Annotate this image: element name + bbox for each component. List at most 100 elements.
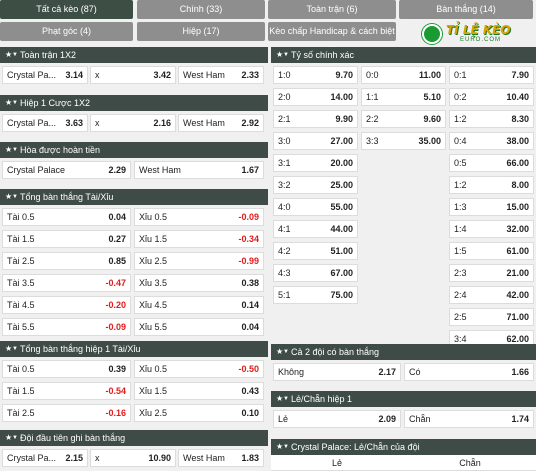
tab-handicap[interactable]: Kèo chấp Handicap & cách biệt (5) xyxy=(268,22,396,55)
odds-over[interactable]: Tài 0.5 0.04 xyxy=(2,208,131,226)
score-odds[interactable]: 3:1 20.00 xyxy=(273,154,358,172)
odds-draw[interactable]: x 3.42 xyxy=(90,66,176,84)
score-odds[interactable]: 0:1 7.90 xyxy=(449,66,534,84)
odds-draw[interactable]: x 2.16 xyxy=(90,114,176,132)
odds-away[interactable]: West Ham 2.33 xyxy=(178,66,264,84)
odds-home[interactable]: Crystal Pa... 2.15 xyxy=(2,449,88,467)
odds-home[interactable]: Crystal Pa... 3.63 xyxy=(2,114,88,132)
star-icon[interactable]: ★ xyxy=(5,433,13,442)
score-odds[interactable]: 0:5 66.00 xyxy=(449,154,534,172)
odds-under[interactable]: Xỉu 5.5 0.04 xyxy=(134,318,264,336)
score-odds[interactable]: 4:1 44.00 xyxy=(273,220,358,238)
odds-over[interactable]: Tài 5.5 -0.09 xyxy=(2,318,131,336)
tab-corners[interactable]: Phạt góc (4) xyxy=(0,22,133,41)
odds-under[interactable]: Xỉu 0.5 -0.50 xyxy=(134,360,264,378)
score-odds[interactable]: 2:3 21.00 xyxy=(449,264,534,282)
odds-over[interactable]: Tài 1.5 0.27 xyxy=(2,230,131,248)
odds-under[interactable]: Xỉu 0.5 -0.09 xyxy=(134,208,264,226)
odds-away[interactable]: West Ham 2.92 xyxy=(178,114,264,132)
section-header[interactable]: ★ ▼ Hòa được hoàn tiền xyxy=(0,142,268,158)
odds-under[interactable]: Xỉu 1.5 0.43 xyxy=(134,382,264,400)
score-odds[interactable]: 0:2 10.40 xyxy=(449,88,534,106)
score-odds[interactable]: 1:1 5.10 xyxy=(361,88,446,106)
star-icon[interactable]: ★ xyxy=(5,344,13,353)
section-header[interactable]: ★ ▼ Đội đầu tiên ghi bàn thắng xyxy=(0,430,268,446)
site-logo[interactable]: TỈ LỆ KÈO EURO.COM xyxy=(420,22,536,48)
score-odds[interactable]: 1:4 32.00 xyxy=(449,220,534,238)
odds-home[interactable]: Crystal Pa... 3.14 xyxy=(2,66,88,84)
triangle-down-icon: ▼ xyxy=(283,444,289,450)
score-odds[interactable]: 0:0 11.00 xyxy=(361,66,446,84)
score-odds[interactable]: 1:5 61.00 xyxy=(449,242,534,260)
odds-over[interactable]: Tài 4.5 -0.20 xyxy=(2,296,131,314)
star-icon[interactable]: ★ xyxy=(5,192,13,201)
score-odds[interactable]: 2:0 14.00 xyxy=(273,88,358,106)
star-icon[interactable]: ★ xyxy=(276,394,284,403)
odds-value: 14.00 xyxy=(330,92,353,102)
odds-yes[interactable]: Có 1.66 xyxy=(404,363,534,381)
score-odds[interactable]: 3:2 25.00 xyxy=(273,176,358,194)
odds-home[interactable]: Crystal Palace 2.29 xyxy=(2,161,131,179)
odds-value: 7.90 xyxy=(511,70,529,80)
odds-over[interactable]: Tài 1.5 -0.54 xyxy=(2,382,131,400)
star-icon[interactable]: ★ xyxy=(5,50,13,59)
score-odds[interactable]: 4:2 51.00 xyxy=(273,242,358,260)
odds-value: 21.00 xyxy=(506,268,529,278)
option-label: 3:1 xyxy=(278,158,291,168)
odds-even[interactable]: Chẵn 1.74 xyxy=(404,410,534,428)
section-header[interactable]: ★ ▼ Tổng bàn thắng Tài/Xỉu xyxy=(0,189,268,205)
odds-under[interactable]: Xỉu 4.5 0.14 xyxy=(134,296,264,314)
odds-away[interactable]: West Ham 1.83 xyxy=(178,449,264,467)
score-odds[interactable]: 1:3 15.00 xyxy=(449,198,534,216)
odds-under[interactable]: Xỉu 2.5 0.10 xyxy=(134,404,264,422)
odds-away[interactable]: West Ham 1.67 xyxy=(134,161,264,179)
score-odds[interactable]: 2:2 9.60 xyxy=(361,110,446,128)
option-label: 3:3 xyxy=(366,136,379,146)
score-odds[interactable]: 2:1 9.90 xyxy=(273,110,358,128)
section-header[interactable]: ★ ▼ Lẻ/Chẵn hiệp 1 xyxy=(271,391,536,407)
score-odds[interactable]: 4:0 55.00 xyxy=(273,198,358,216)
star-icon[interactable]: ★ xyxy=(5,145,13,154)
score-odds[interactable]: 3:0 27.00 xyxy=(273,132,358,150)
odds-over[interactable]: Tài 0.5 0.39 xyxy=(2,360,131,378)
odds-under[interactable]: Xỉu 3.5 0.38 xyxy=(134,274,264,292)
score-odds[interactable]: 3:3 35.00 xyxy=(361,132,446,150)
tab-main[interactable]: Chính (33) xyxy=(137,0,265,19)
odds-value: 0.14 xyxy=(241,300,259,310)
odds-value: 10.90 xyxy=(148,453,171,463)
odds-under[interactable]: Xỉu 1.5 -0.34 xyxy=(134,230,264,248)
odds-over[interactable]: Tài 2.5 -0.16 xyxy=(2,404,131,422)
odds-over[interactable]: Tài 2.5 0.85 xyxy=(2,252,131,270)
score-odds[interactable]: 1:0 9.70 xyxy=(273,66,358,84)
tab-halves[interactable]: Hiệp (17) xyxy=(137,22,265,41)
section-header[interactable]: ★ ▼ Tổng bàn thắng hiệp 1 Tài/Xỉu xyxy=(0,341,268,357)
score-odds[interactable]: 5:1 75.00 xyxy=(273,286,358,304)
score-row: 3:2 25.00 1:2 8.00 xyxy=(271,173,536,195)
tab-full-time[interactable]: Toàn trận (6) xyxy=(268,0,396,19)
score-odds[interactable]: 1:2 8.30 xyxy=(449,110,534,128)
section-header[interactable]: ★ ▼ Cả 2 đội có bàn thắng xyxy=(271,344,536,360)
section-header[interactable]: ★ ▼ Tỷ số chính xác xyxy=(271,47,536,63)
score-odds[interactable]: 2:4 42.00 xyxy=(449,286,534,304)
star-icon[interactable]: ★ xyxy=(276,50,284,59)
score-odds[interactable]: 0:4 38.00 xyxy=(449,132,534,150)
odds-no[interactable]: Không 2.17 xyxy=(273,363,401,381)
odds-over[interactable]: Tài 3.5 -0.47 xyxy=(2,274,131,292)
section-header[interactable]: ★ ▼ Hiệp 1 Cược 1X2 xyxy=(0,95,268,111)
odds-under[interactable]: Xỉu 2.5 -0.99 xyxy=(134,252,264,270)
section-header[interactable]: ★ ▼ Crystal Palace: Lẻ/Chẵn của đội xyxy=(271,439,536,455)
section-header[interactable]: ★ ▼ Toàn trận 1X2 xyxy=(0,47,268,63)
score-odds[interactable]: 1:2 8.00 xyxy=(449,176,534,194)
option-label: 2:4 xyxy=(454,290,467,300)
tab-all[interactable]: Tất cả kèo (87) xyxy=(0,0,133,19)
score-odds[interactable]: 2:5 71.00 xyxy=(449,308,534,326)
star-icon[interactable]: ★ xyxy=(276,442,284,451)
star-icon[interactable]: ★ xyxy=(276,347,284,356)
star-icon[interactable]: ★ xyxy=(5,98,13,107)
logo-subtext: EURO.COM xyxy=(460,37,501,43)
market-tabs: Tất cả kèo (87) Chính (33) Toàn trận (6)… xyxy=(0,0,536,55)
odds-odd[interactable]: Lẻ 2.09 xyxy=(273,410,401,428)
score-odds[interactable]: 4:3 67.00 xyxy=(273,264,358,282)
tab-goals[interactable]: Bàn thắng (14) xyxy=(399,0,533,19)
odds-draw[interactable]: x 10.90 xyxy=(90,449,176,467)
